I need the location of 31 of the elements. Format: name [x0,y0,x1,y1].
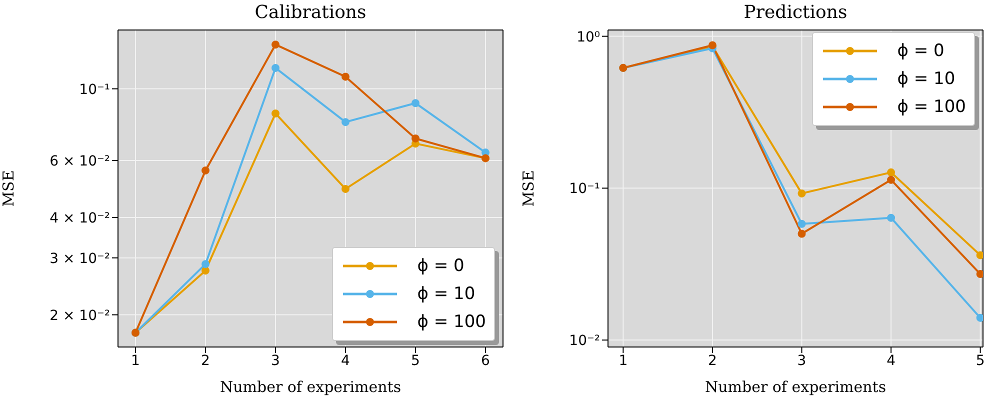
y-tick-label: 3 × 10⁻² [50,250,110,267]
y-tick-label: 10⁰ [576,29,600,46]
x-tick-label: 4 [886,352,896,369]
x-tick-label: 5 [976,352,985,369]
legend-label: ϕ = 100 [897,97,966,117]
y-axis-title: MSE [0,170,18,207]
x-tick-label: 2 [201,352,210,369]
legend-label: ϕ = 0 [417,256,464,276]
chart-title: Calibrations [254,2,368,23]
legend-label: ϕ = 100 [417,312,486,332]
x-tick-label: 3 [797,352,806,369]
x-tick-label: 3 [271,352,280,369]
chart-title: Predictions [742,2,848,23]
x-tick-label: 2 [708,352,717,369]
legend-label: ϕ = 0 [897,41,944,61]
x-tick-label: 5 [411,352,420,369]
y-tick-label: 10⁻¹ [569,181,600,198]
x-axis-title: Number of experiments [704,378,886,396]
y-tick-label: 6 × 10⁻² [50,153,110,170]
x-tick-label: 1 [131,352,140,369]
legend-label: ϕ = 10 [897,69,956,89]
y-tick-label: 10⁻² [569,333,600,350]
y-tick-label: 10⁻¹ [79,82,110,98]
x-tick-label: 4 [341,352,350,369]
y-tick-label: 4 × 10⁻² [50,210,110,226]
y-axis-title: MSE [519,170,538,207]
y-tick-label: 2 × 10⁻² [50,308,110,324]
x-tick-label: 1 [618,352,628,369]
x-axis-title: Number of experiments [220,378,402,396]
x-tick-label: 6 [481,352,490,369]
legend-label: ϕ = 10 [417,284,476,304]
